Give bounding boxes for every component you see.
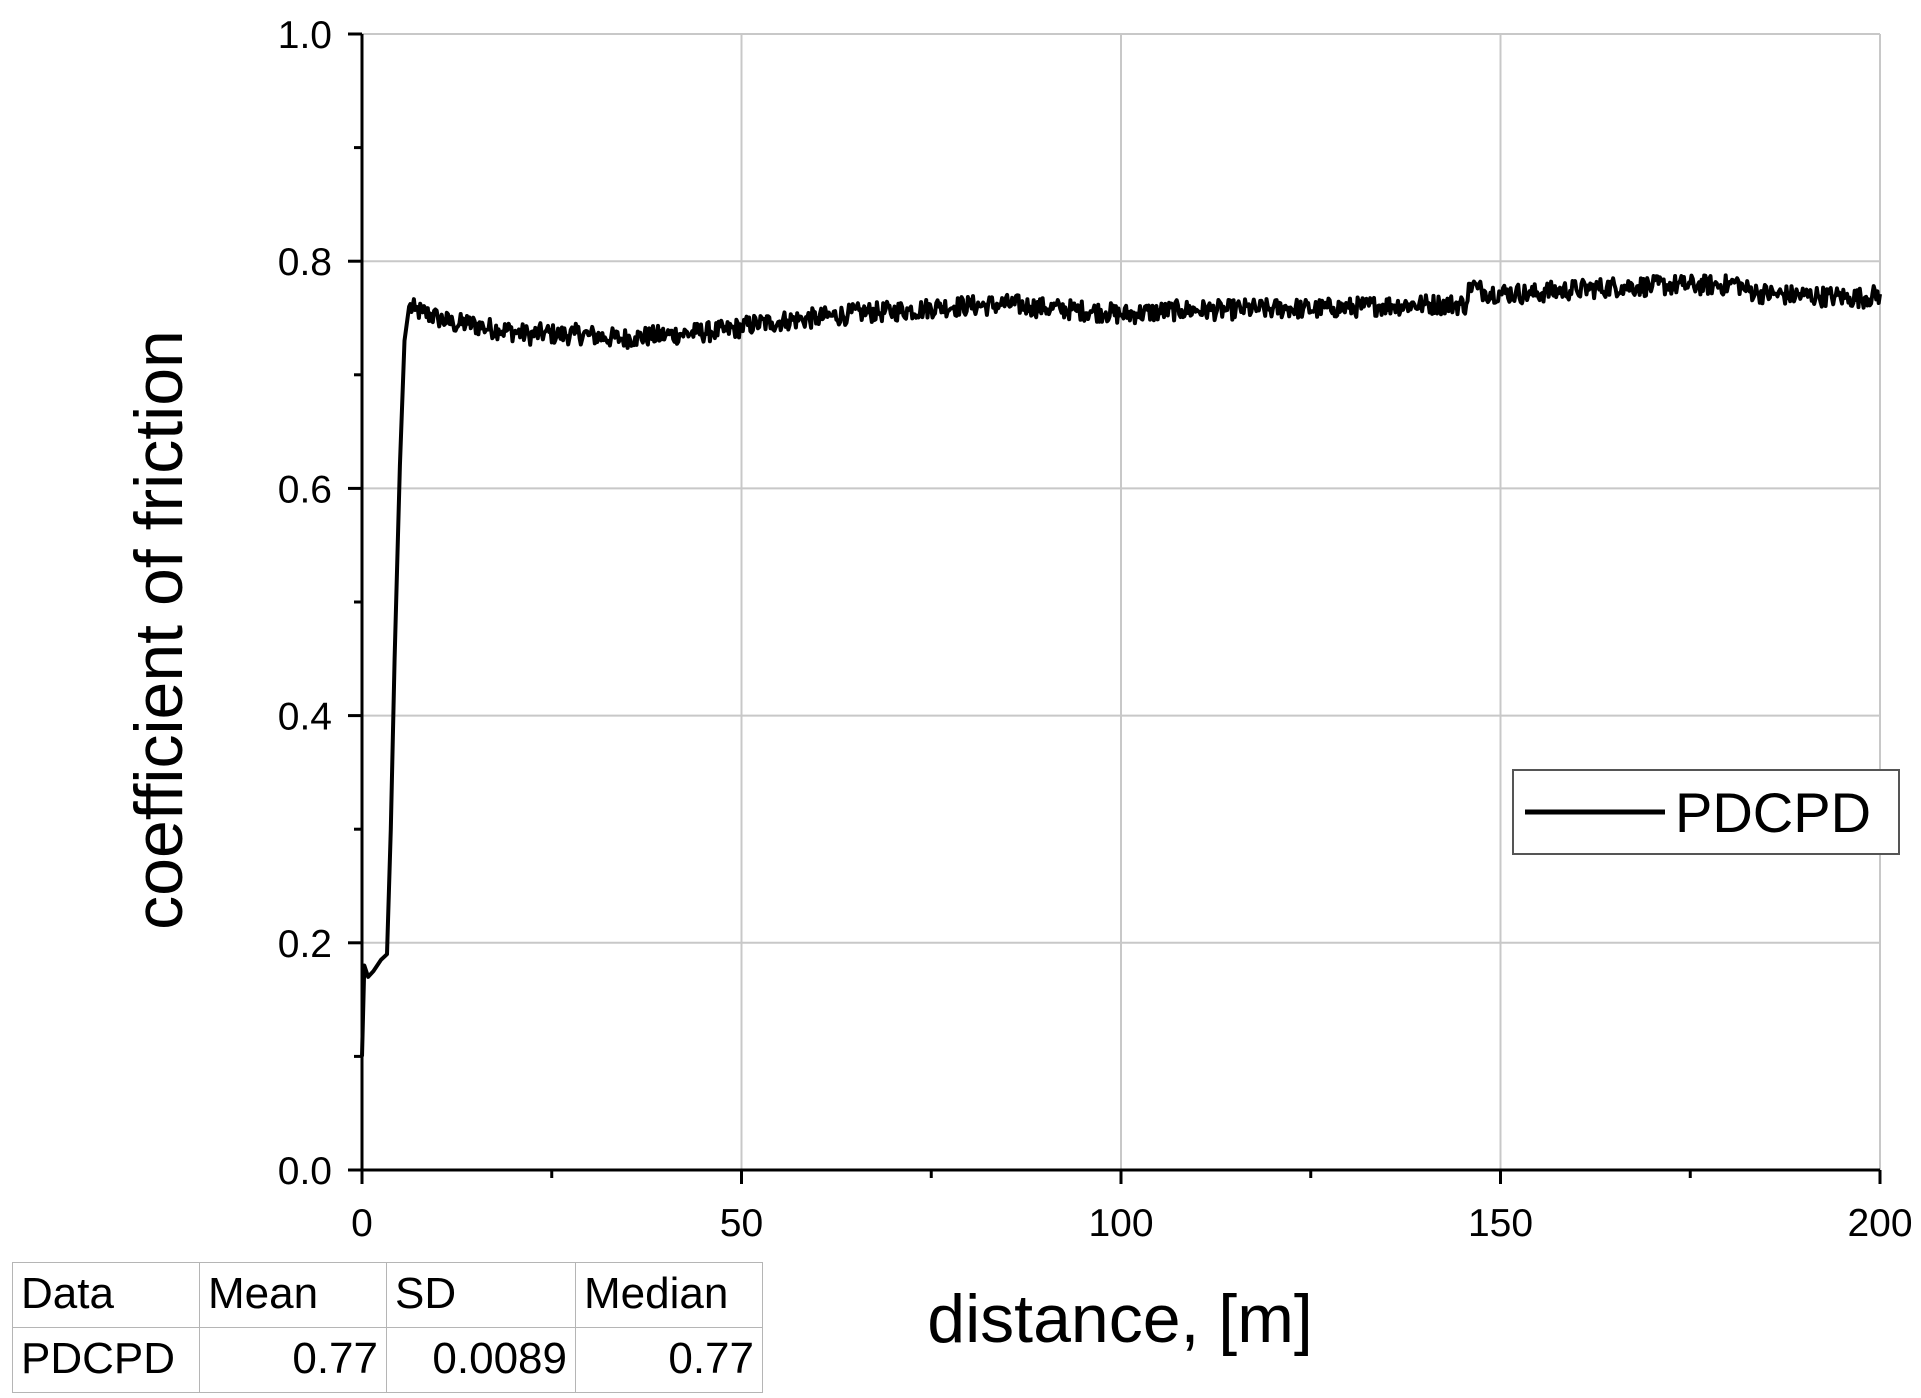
- x-tick-label: 100: [1088, 1202, 1153, 1245]
- header-mean: Mean: [199, 1262, 387, 1328]
- x-tick-label: 0: [351, 1202, 373, 1245]
- grid-lines: [362, 33, 1881, 1170]
- series-layer: [360, 273, 1882, 1057]
- y-tick-label: 0.6: [278, 468, 332, 511]
- y-tick-label: 0.2: [278, 923, 332, 966]
- cell-median: 0.77: [575, 1327, 763, 1393]
- cell-data: PDCPD: [12, 1327, 200, 1393]
- legend: PDCPD: [1512, 769, 1900, 855]
- x-tick-label: 150: [1468, 1202, 1533, 1245]
- y-tick-label: 0.0: [278, 1150, 332, 1193]
- y-tick-label: 1.0: [278, 14, 332, 57]
- stats-data-row: PDCPD 0.77 0.0089 0.77: [12, 1327, 763, 1393]
- ticks: 0 50 100 150 200 0.0 0.2 0.4 0.6 0.8 1.0: [278, 14, 1913, 1245]
- legend-label-pdcpd: PDCPD: [1675, 781, 1871, 844]
- x-tick-label: 50: [720, 1202, 763, 1245]
- header-data: Data: [12, 1262, 200, 1328]
- series-line-pdcpd: [360, 273, 1882, 1057]
- header-median: Median: [575, 1262, 763, 1328]
- y-tick-label: 0.4: [278, 696, 332, 739]
- x-tick-label: 200: [1847, 1202, 1912, 1245]
- header-sd: SD: [386, 1262, 576, 1328]
- cell-sd: 0.0089: [386, 1327, 576, 1393]
- stats-header-row: Data Mean SD Median: [12, 1262, 763, 1328]
- y-tick-label: 0.8: [278, 241, 332, 284]
- cell-mean: 0.77: [199, 1327, 387, 1393]
- y-axis-title: coefficient of friction: [121, 330, 197, 930]
- x-axis-title: distance, [m]: [927, 1281, 1313, 1357]
- stats-table: Data Mean SD Median PDCPD 0.77 0.0089 0.…: [12, 1262, 763, 1393]
